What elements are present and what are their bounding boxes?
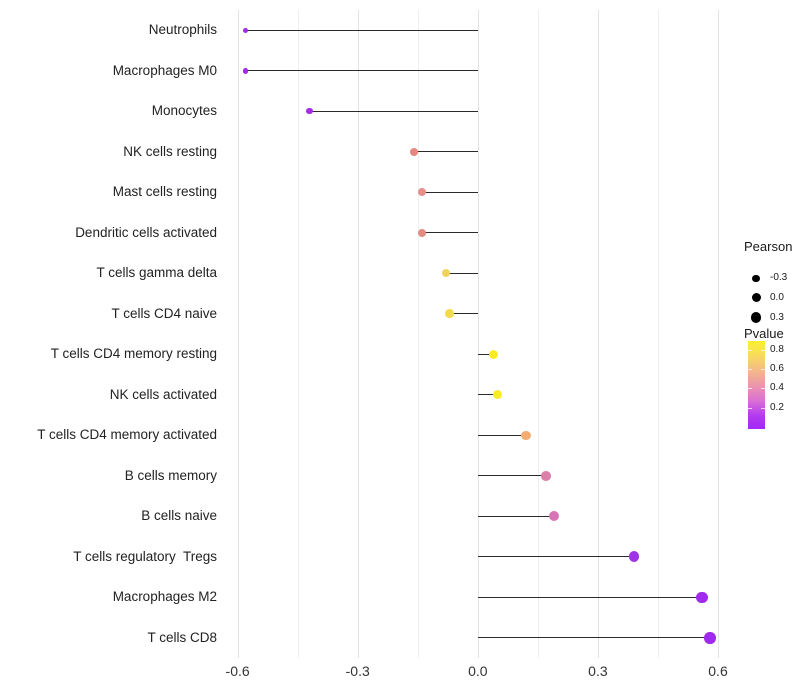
legend-size-label: -0.3: [770, 272, 788, 284]
lollipop-dot: [696, 591, 708, 603]
row-label: Macrophages M2: [112, 589, 217, 605]
x-tick-label: -0.6: [225, 663, 250, 679]
gridline-major: [237, 10, 239, 658]
legend-size-dot: [751, 293, 761, 303]
row-label: Macrophages M0: [112, 62, 217, 78]
colorbar-tick: [748, 388, 752, 390]
gridline-minor: [537, 10, 539, 658]
pearson-size-legend: -0.3 0.0 0.3: [744, 254, 800, 334]
row-label: Monocytes: [151, 103, 217, 119]
lollipop-stem: [421, 232, 478, 234]
lollipop-stem: [477, 353, 494, 355]
lollipop-stem: [477, 637, 710, 639]
colorbar-label: 0.8: [770, 344, 784, 355]
lollipop-stem: [309, 110, 478, 112]
gridline-minor: [297, 10, 299, 658]
lollipop-stem: [477, 434, 526, 436]
x-tick-label: 0.3: [588, 663, 608, 679]
lollipop-dot: [521, 430, 531, 441]
lollipop-dot: [493, 390, 503, 400]
colorbar-tick: [761, 350, 765, 351]
gridline-major: [477, 10, 479, 658]
lollipop-dot: [548, 511, 559, 522]
pvalue-colorbar: [748, 341, 765, 429]
row-label: T cells CD4 memory resting: [50, 346, 217, 362]
lollipop-stem: [413, 151, 478, 153]
row-label: T cells CD8: [147, 629, 217, 645]
row-label: T cells regulatory Tregs: [73, 548, 217, 564]
lollipop-stem: [245, 29, 478, 31]
row-label: Mast cells resting: [112, 184, 217, 200]
legend-title-pvalue: Pvalue: [744, 326, 784, 341]
lollipop-stem: [477, 556, 634, 558]
lollipop-dot: [242, 68, 249, 74]
x-tick-label: -0.3: [345, 663, 370, 679]
gridline-major: [718, 10, 719, 658]
colorbar-tick: [761, 407, 765, 409]
gridline-minor: [657, 10, 659, 658]
colorbar-label: 0.6: [770, 363, 784, 375]
row-label: T cells CD4 memory activated: [37, 427, 217, 443]
row-label: NK cells resting: [123, 143, 217, 159]
colorbar-tick: [748, 350, 752, 351]
colorbar-tick: [748, 407, 752, 409]
lollipop-dot: [409, 147, 418, 156]
row-label: Neutrophils: [148, 22, 217, 38]
gridline-major: [597, 10, 599, 658]
lollipop-dot: [242, 27, 249, 33]
lollipop-dot: [489, 349, 499, 359]
colorbar-label: 0.4: [770, 382, 784, 394]
colorbar-label: 0.2: [770, 401, 784, 413]
row-label: T cells CD4 naive: [111, 305, 217, 321]
x-tick-label: 0.0: [468, 663, 488, 679]
gridline-minor: [417, 10, 419, 658]
lollipop-dot: [628, 551, 640, 563]
legend-size-label: 0.3: [770, 311, 784, 323]
lollipop-stem: [449, 313, 478, 315]
lollipop-stem: [477, 475, 546, 477]
row-label: B cells memory: [124, 467, 217, 483]
legend-size-label: 0.0: [770, 291, 784, 303]
plot-panel: [222, 10, 756, 658]
legend: Pearson -0.3 0.0 0.3 Pvalue 0.8 0.6 0.4 0.2: [744, 239, 800, 429]
colorbar-tick: [748, 369, 752, 371]
row-label: T cells gamma delta: [96, 265, 217, 281]
row-label: B cells naive: [141, 508, 217, 524]
lollipop-stem: [477, 596, 702, 598]
row-label: NK cells activated: [109, 386, 217, 402]
lollipop-dot: [417, 228, 426, 237]
legend-size-dot: [752, 274, 760, 282]
x-tick-label: 0.6: [708, 663, 728, 679]
colorbar-tick: [761, 369, 765, 371]
lollipop-stem: [421, 191, 478, 193]
lollipop-stem: [445, 272, 478, 274]
lollipop-dot: [417, 188, 426, 197]
row-label: Dendritic cells activated: [75, 224, 217, 240]
lollipop-stem: [245, 70, 478, 72]
lollipop-dot: [540, 470, 551, 481]
lollipop-stem: [477, 515, 554, 517]
lollipop-dot: [704, 632, 716, 644]
legend-size-dot: [750, 312, 762, 323]
lollipop-dot: [445, 309, 455, 319]
legend-title-pearson: Pearson: [744, 239, 793, 254]
lollipop-dot: [306, 107, 313, 115]
gridline-major: [357, 10, 359, 658]
colorbar-tick: [761, 388, 765, 390]
lollipop-stem: [477, 394, 498, 396]
lollipop-dot: [441, 268, 451, 278]
